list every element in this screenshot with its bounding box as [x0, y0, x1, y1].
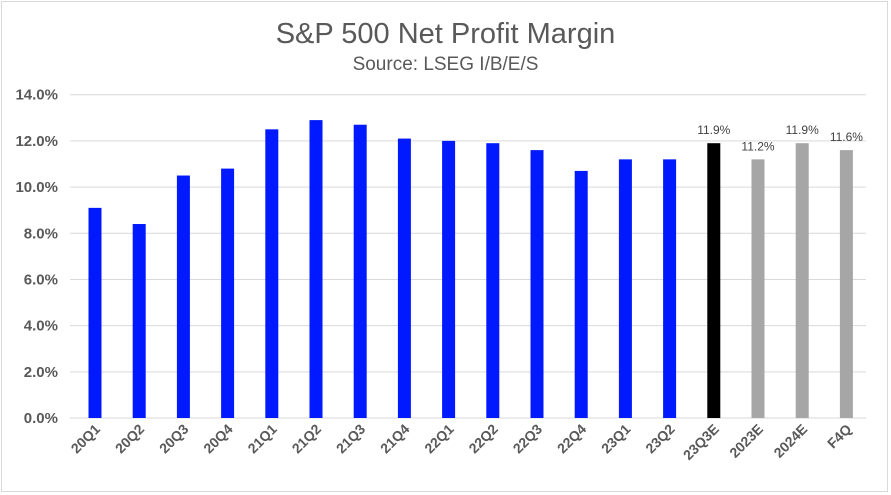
x-tick-label: 21Q3: [333, 421, 369, 457]
x-tick-label: 20Q2: [112, 421, 148, 457]
x-tick-label: 2023E: [726, 421, 766, 461]
x-tick-label: 20Q1: [68, 421, 104, 457]
bar-20Q2: [132, 224, 146, 418]
data-label: 11.9%: [786, 123, 819, 137]
x-tick-label: 20Q4: [200, 421, 236, 457]
y-tick-label: 12.0%: [15, 133, 58, 150]
bar-22Q3: [530, 150, 544, 418]
bar-22Q2: [486, 143, 500, 418]
bar-2024E: [795, 143, 809, 418]
bar-21Q3: [353, 124, 367, 419]
y-tick-label: 10.0%: [15, 179, 58, 196]
bar-22Q1: [442, 140, 456, 418]
data-label: 11.6%: [830, 130, 863, 144]
x-tick-label: 23Q1: [598, 421, 634, 457]
x-tick-label: 21Q1: [244, 421, 280, 457]
bar-22Q4: [574, 170, 588, 418]
bar-23Q3E: [707, 143, 721, 418]
x-tick-label: 23Q2: [642, 421, 678, 457]
x-tick-label: 21Q2: [289, 421, 325, 457]
y-tick-label: 4.0%: [24, 318, 58, 335]
x-tick-label: 22Q1: [421, 421, 457, 457]
data-label: 11.2%: [741, 139, 774, 153]
x-tick-label: 2024E: [770, 421, 810, 461]
x-tick-label: 23Q3E: [680, 421, 722, 463]
y-tick-label: 0.0%: [24, 410, 58, 427]
x-tick-label: 22Q3: [510, 421, 546, 457]
x-tick-label: 20Q3: [156, 421, 192, 457]
chart-subtitle: Source: LSEG I/B/E/S: [352, 54, 539, 75]
x-tick-label: F4Q: [824, 421, 855, 452]
y-tick-label: 6.0%: [24, 271, 58, 288]
bar-2023E: [751, 159, 765, 419]
data-label: 11.9%: [697, 123, 730, 137]
chart-title: S&P 500 Net Profit Margin: [275, 18, 616, 50]
bar-21Q4: [397, 138, 411, 419]
x-tick-label: 21Q4: [377, 421, 413, 457]
bar-20Q4: [221, 168, 235, 418]
bar-23Q1: [618, 159, 632, 419]
y-tick-label: 14.0%: [15, 87, 58, 104]
bar-21Q2: [309, 120, 323, 418]
bar-F4Q: [839, 150, 853, 418]
x-tick-label: 22Q2: [465, 421, 501, 457]
bar-20Q1: [88, 207, 102, 418]
x-tick-label: 22Q4: [554, 421, 590, 457]
bar-23Q2: [663, 159, 677, 419]
y-tick-label: 2.0%: [24, 364, 58, 381]
bar-21Q1: [265, 129, 279, 418]
bar-20Q3: [176, 175, 190, 418]
y-tick-label: 8.0%: [24, 225, 58, 242]
